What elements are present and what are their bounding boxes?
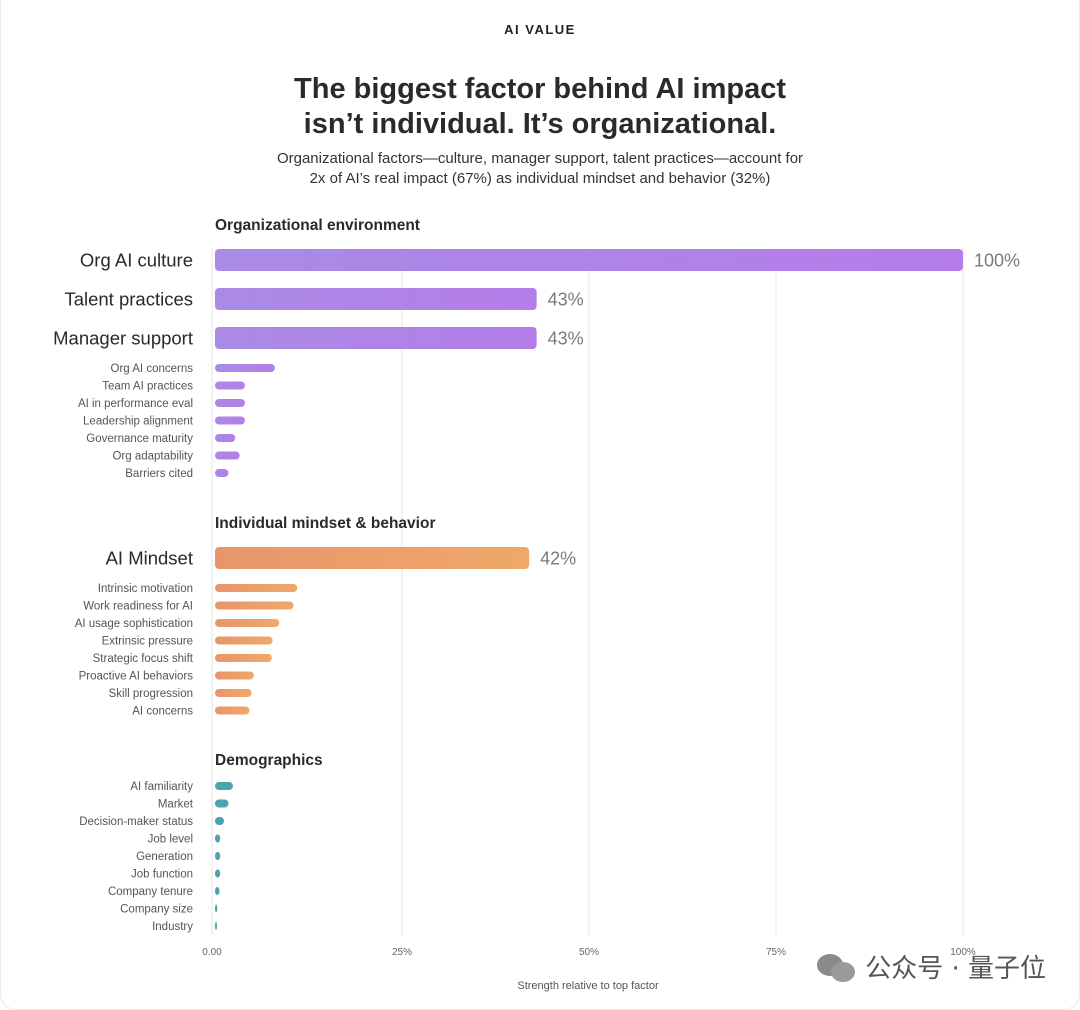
bar-label: Strategic focus shift: [93, 653, 194, 665]
bar-label: AI in performance eval: [78, 398, 193, 410]
bar: [215, 852, 221, 860]
bar-label: Work readiness for AI: [83, 601, 193, 613]
bar: [215, 904, 218, 913]
bar-label: AI usage sophistication: [75, 618, 193, 630]
data-label: 100%: [974, 251, 1020, 271]
bar-label: Company tenure: [108, 886, 193, 898]
chart-subtitle: Organizational factors—culture, manager …: [200, 149, 880, 189]
bar: [215, 547, 530, 569]
bar-label: Extrinsic pressure: [102, 636, 193, 648]
bar: [215, 288, 537, 310]
bar: [215, 799, 229, 808]
bar: [215, 869, 221, 878]
subtitle-line-2: 2x of AI’s real impact (67%) as individu…: [309, 170, 771, 187]
bar-label: Job function: [131, 869, 193, 881]
bar-label: Barriers cited: [125, 468, 193, 480]
bar-label: Industry: [152, 921, 193, 933]
bar: [215, 327, 537, 349]
bar-label: Talent practices: [64, 289, 193, 310]
bar-label: Skill progression: [109, 688, 193, 700]
title-line-2: isn’t individual. It’s organizational.: [303, 108, 777, 140]
bar-label: Intrinsic motivation: [98, 583, 193, 595]
bar: [215, 654, 272, 662]
bar: [215, 364, 275, 372]
bar: [215, 249, 963, 271]
bar: [215, 671, 254, 680]
bar: [215, 619, 280, 627]
x-tick-label: 0.00: [202, 947, 222, 958]
bar: [215, 451, 240, 460]
x-axis-label: Strength relative to top factor: [517, 980, 659, 992]
bar-label: Org adaptability: [112, 451, 193, 463]
bar: [215, 922, 217, 930]
x-tick-label: 25%: [392, 947, 412, 958]
bar-label: Leadership alignment: [83, 416, 194, 428]
bar-label: Company size: [120, 904, 193, 916]
bar-label: Market: [158, 799, 194, 811]
bar-label: AI Mindset: [106, 548, 193, 569]
bar: [215, 834, 221, 843]
x-tick-label: 75%: [766, 947, 786, 958]
data-label: 43%: [548, 329, 584, 349]
bar: [215, 782, 233, 790]
bar-label: Governance maturity: [86, 433, 193, 445]
bar: [215, 706, 250, 715]
x-tick-label: 50%: [579, 947, 599, 958]
bar-label: Org AI concerns: [111, 363, 194, 375]
bar: [215, 689, 252, 697]
bar-label: AI familiarity: [130, 781, 193, 793]
bar: [215, 601, 294, 610]
group-header: Demographics: [215, 752, 323, 769]
section-kicker: AI VALUE: [504, 22, 576, 37]
bar: [215, 887, 220, 895]
wechat-icon: [817, 952, 857, 982]
data-label: 43%: [548, 290, 584, 310]
watermark-text: 公众号 · 量子位: [865, 954, 1046, 984]
watermark: 公众号 · 量子位: [817, 948, 1046, 985]
bar-label: Proactive AI behaviors: [79, 671, 194, 683]
x-tick-label: 100%: [950, 947, 976, 958]
bar: [215, 381, 245, 390]
bar-label: Team AI practices: [102, 381, 193, 393]
bar-label: Org AI culture: [80, 250, 193, 271]
chart-title: The biggest factor behind AI impact isn’…: [190, 72, 890, 142]
bar: [215, 584, 298, 592]
group-header: Organizational environment: [215, 217, 420, 234]
group-header: Individual mindset & behavior: [215, 515, 435, 532]
bar-label: AI concerns: [132, 706, 193, 718]
bar: [215, 636, 273, 645]
bar: [215, 399, 245, 407]
bar: [215, 469, 229, 477]
bar: [215, 416, 245, 425]
bar-label: Generation: [136, 851, 193, 863]
title-line-1: The biggest factor behind AI impact: [294, 73, 786, 105]
bar: [215, 434, 236, 442]
bar-label: Decision-maker status: [79, 816, 193, 828]
bar-label: Job level: [148, 834, 193, 846]
subtitle-line-1: Organizational factors—culture, manager …: [276, 150, 804, 167]
bar: [215, 817, 224, 825]
data-label: 42%: [540, 549, 576, 569]
bar-label: Manager support: [53, 328, 193, 349]
